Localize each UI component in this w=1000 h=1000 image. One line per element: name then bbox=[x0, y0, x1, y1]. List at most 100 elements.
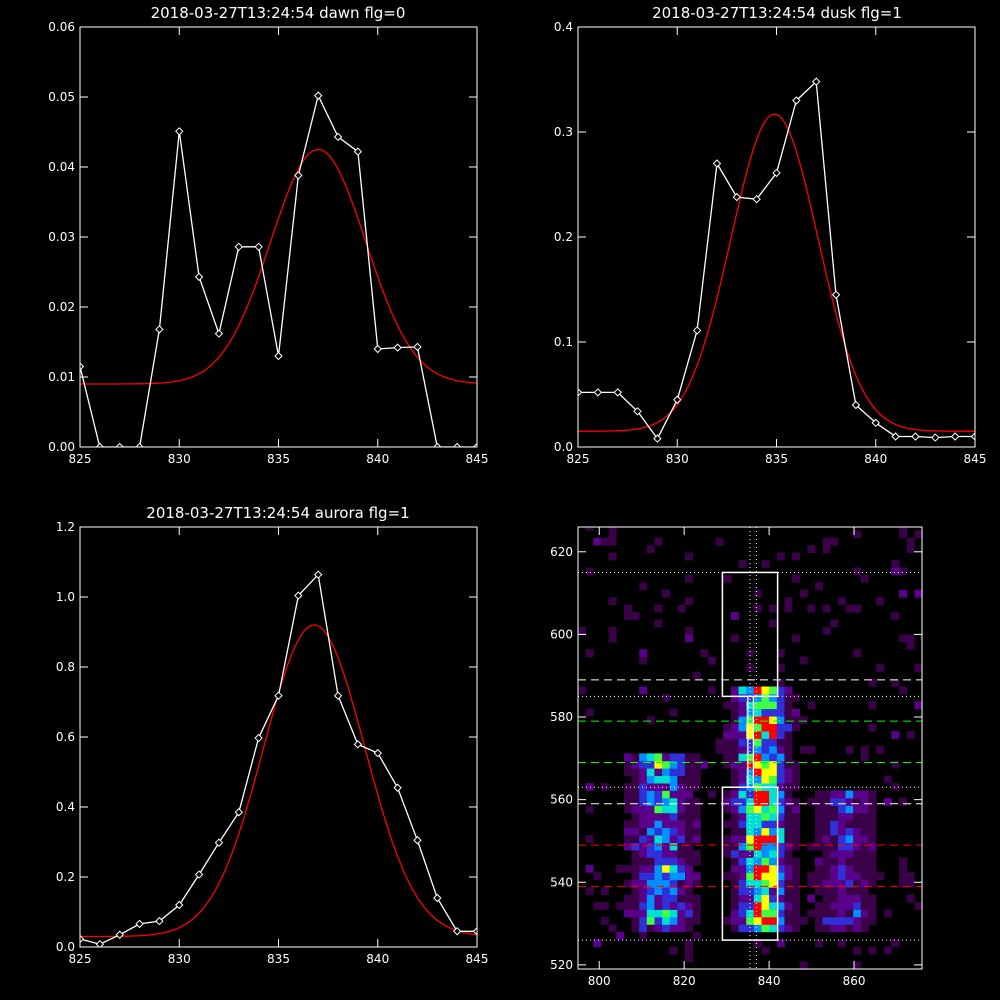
image-heatmap-cell bbox=[822, 879, 831, 888]
image-heatmap-cell bbox=[738, 872, 747, 881]
image-heatmap-cell bbox=[753, 716, 762, 724]
image-heatmap-cell bbox=[746, 701, 755, 710]
image-heatmap-cell bbox=[792, 574, 800, 583]
image-heatmap-cell bbox=[585, 708, 594, 717]
image-heatmap-cell bbox=[753, 864, 762, 873]
aurora-panel: 2018-03-27T13:24:54 aurora flg=1 825 830 8… bbox=[56, 504, 489, 966]
image-heatmap-cell bbox=[730, 798, 739, 806]
image-heatmap-cell bbox=[746, 842, 755, 851]
image-heatmap-cell bbox=[631, 842, 640, 851]
image-heatmap-cell bbox=[631, 835, 640, 843]
image-heatmap-cell bbox=[662, 857, 671, 866]
image-heatmap-cell bbox=[792, 917, 800, 925]
image-heatmap-cell bbox=[623, 753, 632, 762]
image-heatmap-cell bbox=[753, 589, 762, 598]
image-heatmap-cell bbox=[700, 760, 709, 769]
image-heatmap-cell bbox=[608, 597, 617, 605]
image-heatmap-cell bbox=[776, 693, 785, 702]
image-heatmap-cell bbox=[715, 745, 724, 754]
dawn-x-tick-label: 825 bbox=[69, 452, 92, 466]
image-heatmap-cell bbox=[784, 708, 793, 717]
dawn-data-point bbox=[175, 127, 184, 136]
image-heatmap-cell bbox=[784, 775, 793, 784]
image-heatmap-cell bbox=[792, 902, 800, 910]
image-heatmap-cell bbox=[776, 872, 785, 881]
image-heatmap-cell bbox=[784, 731, 793, 739]
image-heatmap-cell bbox=[906, 894, 915, 903]
image-heatmap-cell bbox=[654, 760, 663, 769]
image-heatmap-cell bbox=[746, 864, 755, 873]
image-heatmap-cell bbox=[837, 842, 846, 851]
image-heatmap-cell bbox=[700, 649, 709, 658]
image-heatmap-cell bbox=[776, 857, 785, 866]
image-heatmap-cell bbox=[769, 768, 778, 776]
dawn-data-point bbox=[214, 329, 224, 338]
image-heatmap-cell bbox=[646, 798, 655, 806]
image-heatmap-cell bbox=[608, 530, 617, 539]
image-heatmap-cell bbox=[807, 879, 816, 888]
image-heatmap-cell bbox=[845, 924, 854, 933]
image-heatmap-cell bbox=[646, 775, 655, 784]
image-heatmap-cell bbox=[685, 939, 693, 948]
image-heatmap-cell bbox=[860, 753, 869, 762]
image-heatmap-cell bbox=[593, 902, 602, 910]
image-heatmap-cell bbox=[761, 716, 770, 724]
image-heatmap-cell bbox=[738, 924, 747, 933]
image-heatmap-cell bbox=[853, 649, 862, 658]
image-heatmap-cell bbox=[631, 805, 640, 814]
image-heatmap-cell bbox=[799, 716, 808, 724]
image-heatmap-cell bbox=[868, 902, 877, 910]
image-heatmap-cell bbox=[776, 686, 785, 695]
image-heatmap-cell bbox=[677, 879, 686, 888]
image-heatmap-cell bbox=[746, 924, 755, 933]
dusk-data-point bbox=[593, 388, 603, 397]
image-heatmap-cell bbox=[677, 604, 686, 613]
image-heatmap-cell bbox=[669, 820, 678, 829]
image-heatmap-cell bbox=[677, 812, 686, 821]
dusk-data-point bbox=[772, 168, 781, 178]
image-heatmap-cell bbox=[776, 753, 785, 762]
image-heatmap-cell bbox=[769, 745, 778, 754]
image-heatmap-cell bbox=[830, 798, 839, 806]
image-heatmap-cell bbox=[769, 775, 778, 784]
image-heatmap-cell bbox=[738, 723, 747, 732]
image-heatmap-cell bbox=[853, 805, 862, 814]
image-heatmap-cell bbox=[891, 560, 900, 568]
image-heatmap-cell bbox=[761, 760, 770, 769]
image-heatmap-cell bbox=[692, 931, 701, 940]
image-heatmap-cell bbox=[792, 857, 800, 866]
image-heatmap-cell bbox=[837, 887, 846, 895]
image-heatmap-cell bbox=[860, 917, 869, 925]
image-heatmap-cell bbox=[906, 634, 915, 643]
image-heatmap-cell bbox=[654, 887, 663, 895]
image-heatmap-cell bbox=[837, 827, 846, 836]
dusk-data-point bbox=[911, 432, 920, 441]
image-heatmap-cell bbox=[753, 827, 762, 836]
image-heatmap-cell bbox=[639, 850, 648, 858]
image-heatmap-cell bbox=[899, 879, 908, 888]
image-heatmap-cell bbox=[891, 783, 900, 791]
image-heatmap-cell bbox=[685, 827, 693, 836]
image-heatmap-cell bbox=[746, 693, 755, 702]
image-heatmap-cell bbox=[769, 798, 778, 806]
image-heatmap-cell bbox=[608, 527, 617, 531]
dawn-data-point bbox=[80, 362, 85, 371]
image-heatmap-cell bbox=[769, 827, 778, 836]
image-heatmap-cell bbox=[692, 768, 701, 776]
image-heatmap-cell bbox=[761, 805, 770, 814]
image-heatmap-cell bbox=[914, 589, 922, 598]
image-heatmap-cell bbox=[753, 693, 762, 702]
image-heatmap-cell bbox=[677, 783, 686, 791]
image-x-tick-label: 820 bbox=[673, 974, 696, 988]
image-heatmap-cell bbox=[677, 798, 686, 806]
image-heatmap-cell bbox=[899, 686, 908, 695]
image-heatmap-cell bbox=[830, 842, 839, 851]
image-heatmap-cell bbox=[868, 798, 877, 806]
image-heatmap-cell bbox=[723, 760, 732, 769]
image-heatmap-cell bbox=[753, 872, 762, 881]
dusk-title: 2018-03-27T13:24:54 dusk flg=1 bbox=[652, 4, 902, 22]
image-heatmap-cell bbox=[761, 820, 770, 829]
dusk-data-point bbox=[950, 432, 960, 441]
image-heatmap-cell bbox=[746, 857, 755, 866]
image-heatmap-cell bbox=[692, 835, 701, 843]
